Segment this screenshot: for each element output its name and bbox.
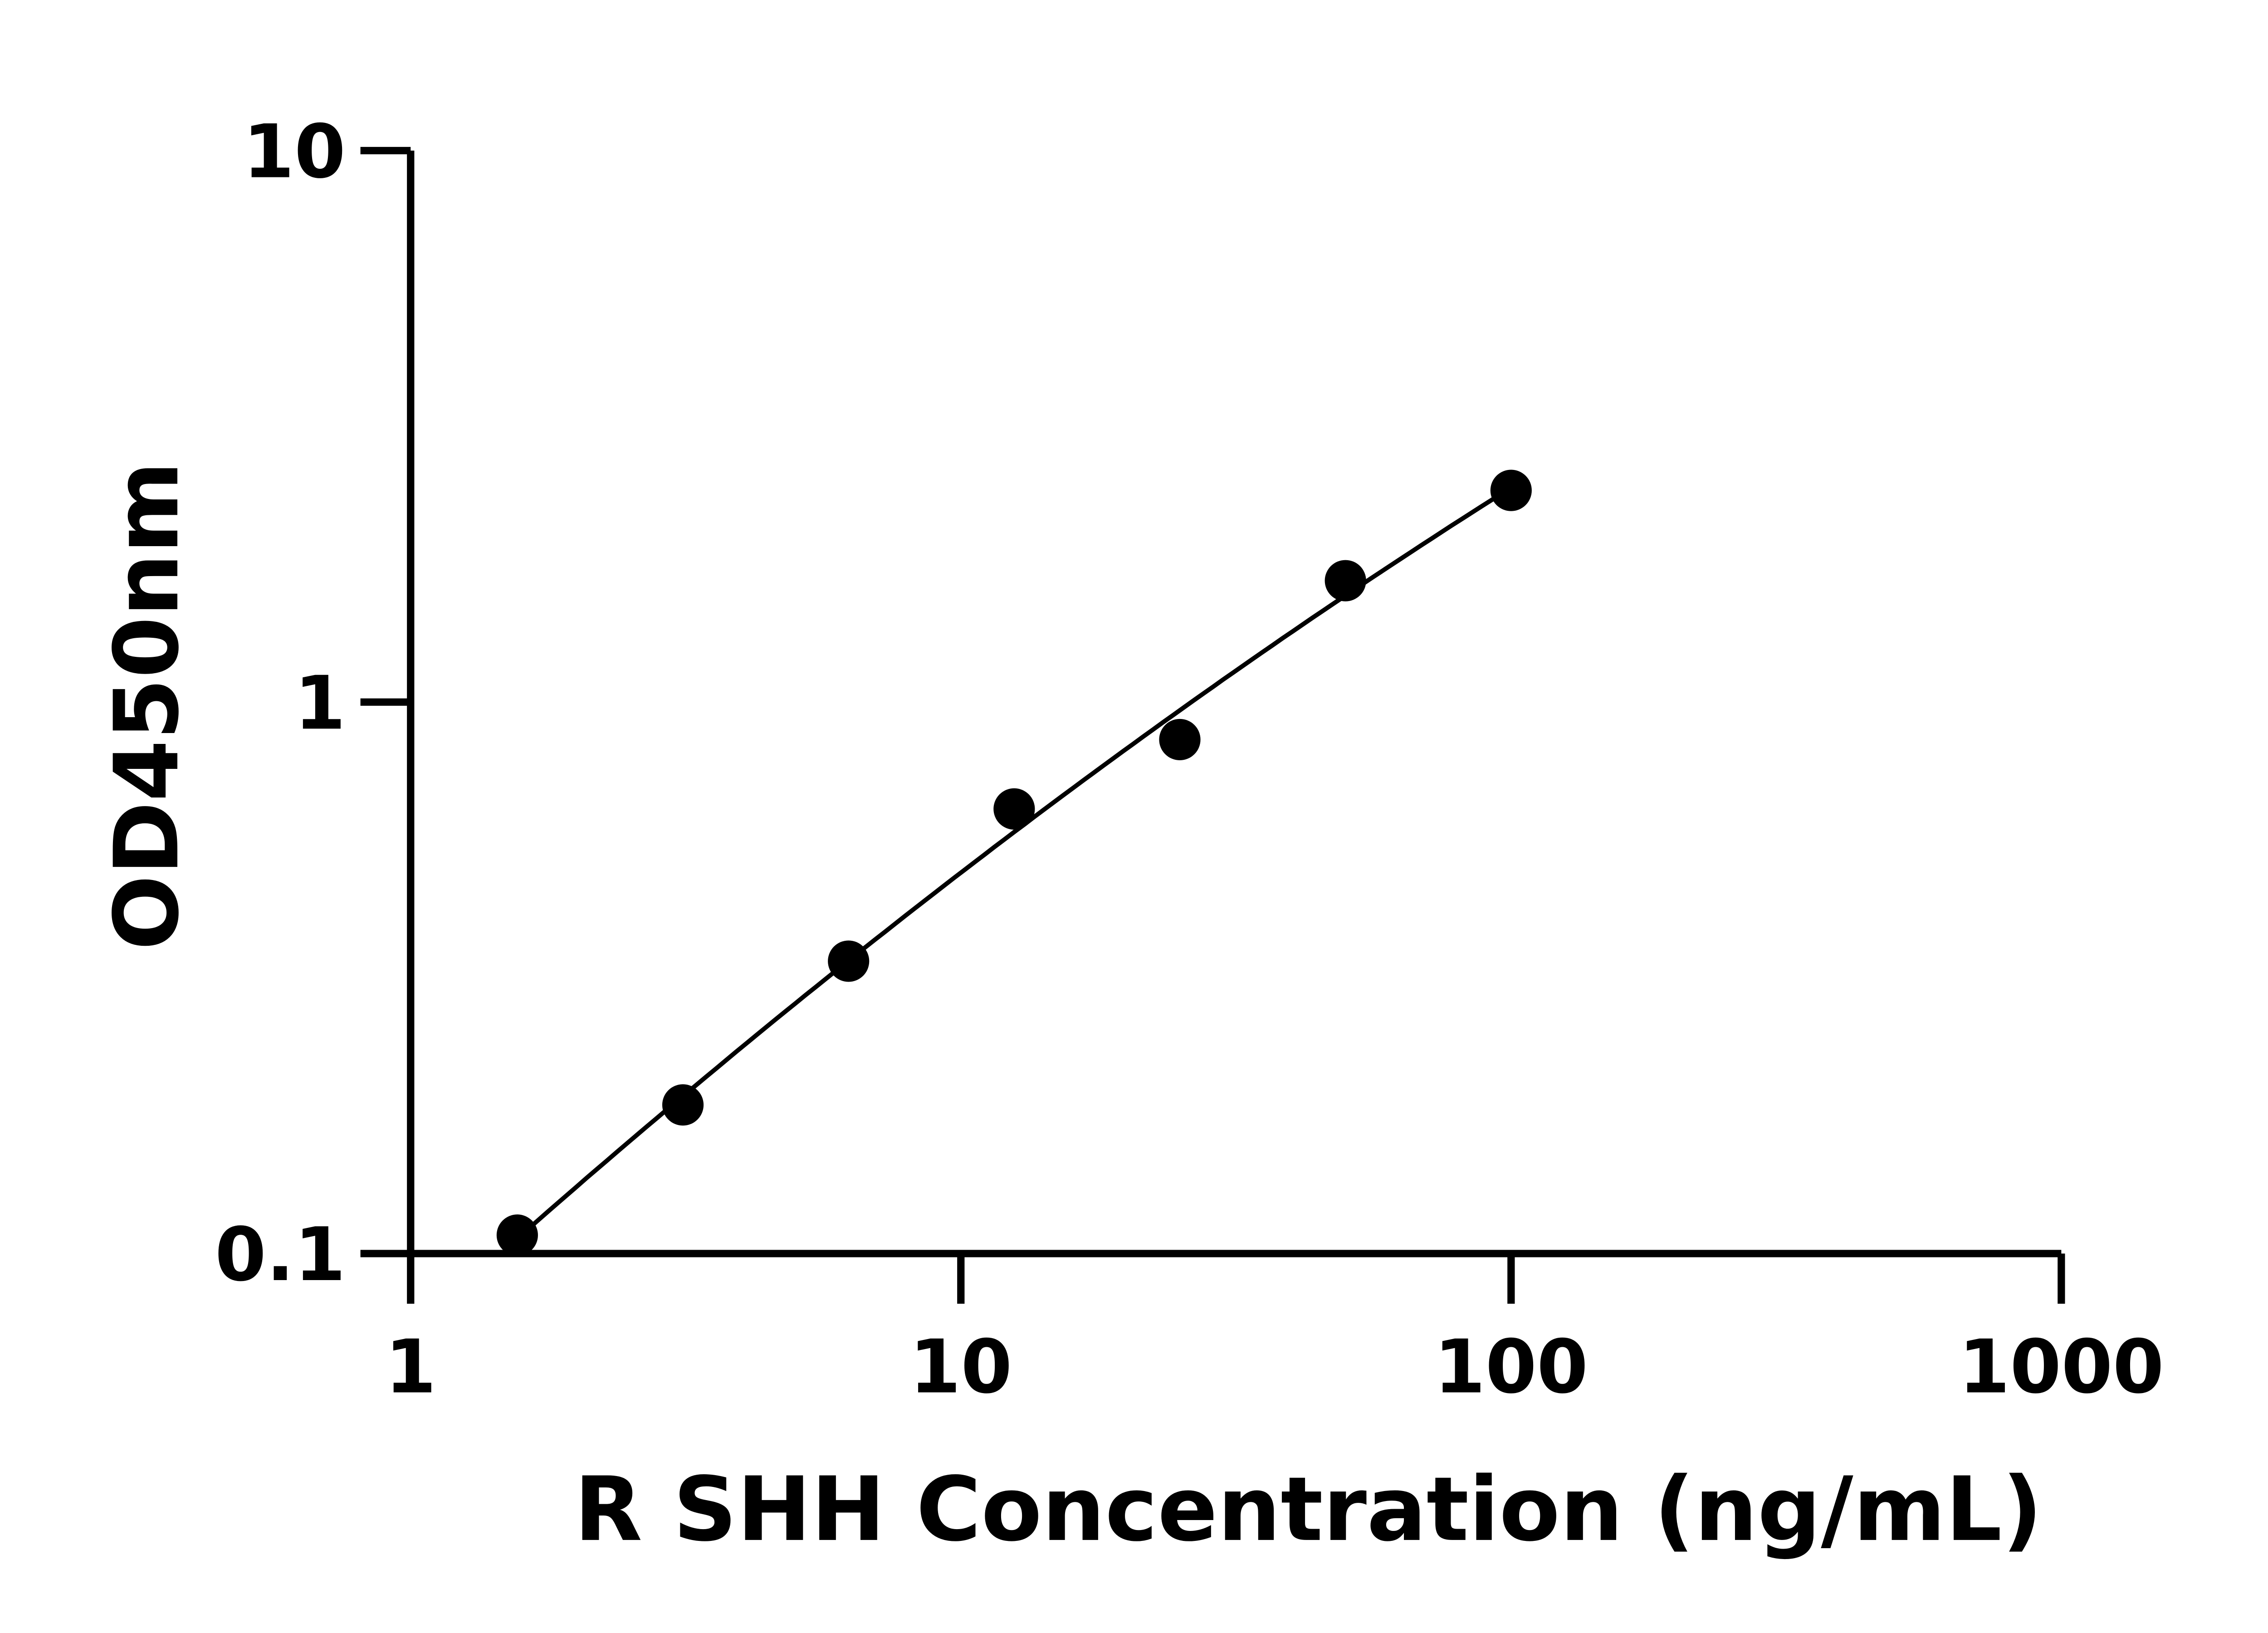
x-tick-label: 10 xyxy=(909,1324,1012,1410)
data-point xyxy=(496,1214,538,1256)
data-point xyxy=(1325,560,1366,601)
x-tick-label: 1000 xyxy=(1959,1324,2164,1410)
data-point xyxy=(993,788,1035,830)
data-point xyxy=(1490,469,1532,511)
data-point xyxy=(662,1084,704,1126)
y-tick-label: 1 xyxy=(294,660,346,746)
fit-curve xyxy=(516,485,1512,1240)
x-tick-label: 1 xyxy=(385,1324,436,1410)
data-point xyxy=(828,940,870,982)
y-tick-label: 10 xyxy=(243,109,346,195)
y-axis-label: OD450nm xyxy=(96,461,199,950)
y-tick-label: 0.1 xyxy=(215,1212,346,1298)
fit-curve-layer xyxy=(516,485,1512,1240)
x-tick-label: 100 xyxy=(1434,1324,1588,1410)
data-point xyxy=(1159,719,1201,761)
x-axis-label: R SHH Concentration (ng/mL) xyxy=(574,1458,2043,1561)
axes: 1 10 100 1000 0.1 1 10 xyxy=(215,109,2164,1410)
data-points xyxy=(496,469,1532,1256)
